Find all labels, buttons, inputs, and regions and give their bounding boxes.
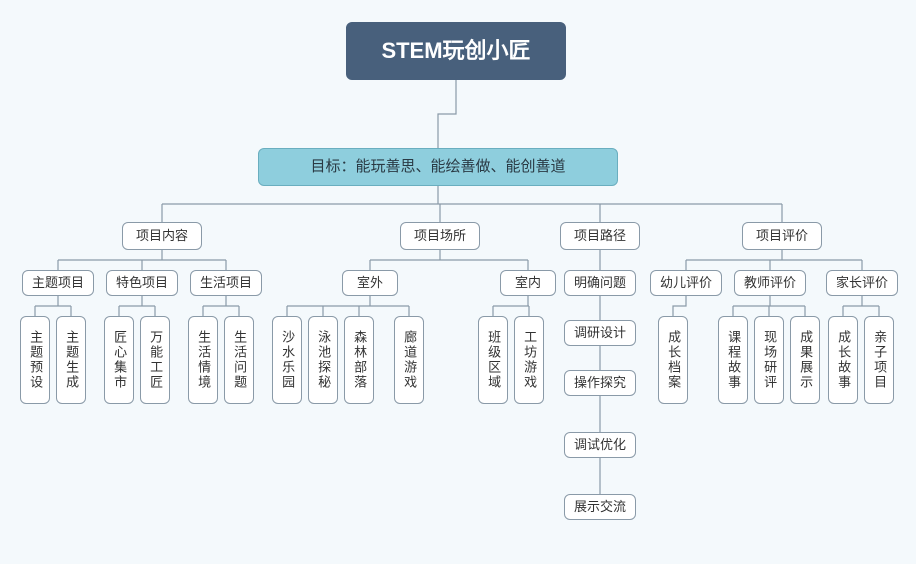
node-L01: 主题预设 <box>20 316 50 404</box>
node-c3: 项目路径 <box>560 222 640 250</box>
node-c4c: 家长评价 <box>826 270 898 296</box>
node-L12: 工坊游戏 <box>514 316 544 404</box>
node-c2: 项目场所 <box>400 222 480 250</box>
node-E3: 现场研评 <box>754 316 784 404</box>
node-E2: 课程故事 <box>718 316 748 404</box>
node-c1c: 生活项目 <box>190 270 262 296</box>
node-L06: 生活问题 <box>224 316 254 404</box>
node-P4: 调试优化 <box>564 432 636 458</box>
node-L05: 生活情境 <box>188 316 218 404</box>
node-L08: 泳池探秘 <box>308 316 338 404</box>
node-E1: 成长档案 <box>658 316 688 404</box>
node-L04: 万能工匠 <box>140 316 170 404</box>
node-root: STEM玩创小匠 <box>346 22 566 80</box>
node-E4: 成果展示 <box>790 316 820 404</box>
node-L03: 匠心集市 <box>104 316 134 404</box>
node-L02: 主题生成 <box>56 316 86 404</box>
node-goal: 目标：能玩善思、能绘善做、能创善道 <box>258 148 618 186</box>
node-c1a: 主题项目 <box>22 270 94 296</box>
node-E5: 成长故事 <box>828 316 858 404</box>
node-E6: 亲子项目 <box>864 316 894 404</box>
node-c4b: 教师评价 <box>734 270 806 296</box>
node-P3: 操作探究 <box>564 370 636 396</box>
node-c2b: 室内 <box>500 270 556 296</box>
node-L10: 廊道游戏 <box>394 316 424 404</box>
node-c2a: 室外 <box>342 270 398 296</box>
node-c1b: 特色项目 <box>106 270 178 296</box>
node-L11: 班级区域 <box>478 316 508 404</box>
node-L09: 森林部落 <box>344 316 374 404</box>
node-P2: 调研设计 <box>564 320 636 346</box>
node-P5: 展示交流 <box>564 494 636 520</box>
node-c4a: 幼儿评价 <box>650 270 722 296</box>
node-L07: 沙水乐园 <box>272 316 302 404</box>
node-c4: 项目评价 <box>742 222 822 250</box>
node-c3a: 明确问题 <box>564 270 636 296</box>
node-c1: 项目内容 <box>122 222 202 250</box>
